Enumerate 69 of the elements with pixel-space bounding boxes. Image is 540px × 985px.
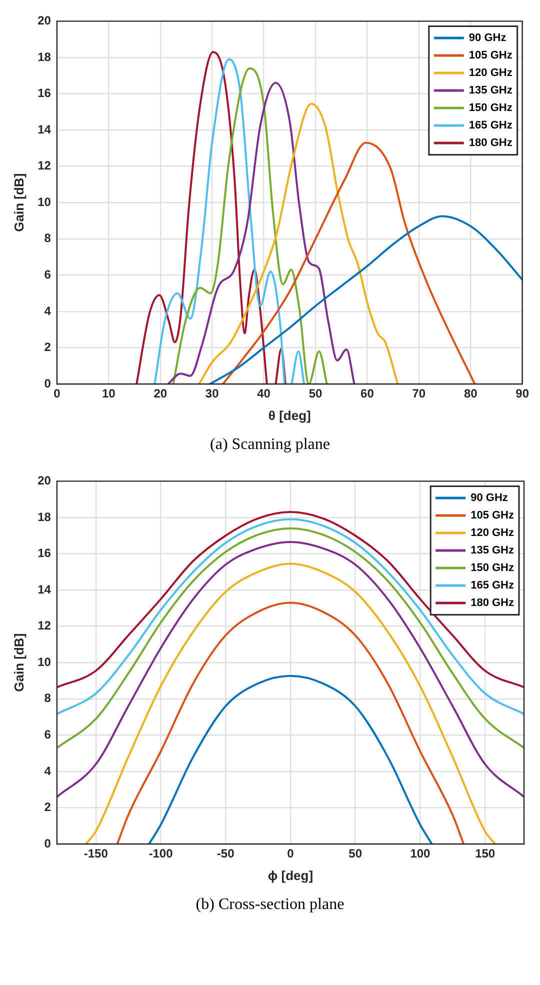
- legend-label: 165 GHz: [470, 579, 514, 592]
- line-series: [148, 674, 433, 844]
- y-tick-label: 16: [38, 86, 52, 100]
- x-tick-label: -100: [148, 846, 174, 861]
- legend-label: 105 GHz: [470, 509, 514, 522]
- y-tick-label: 4: [44, 764, 52, 778]
- x-tick-label: 90: [516, 386, 530, 401]
- y-tick-label: 18: [38, 510, 52, 524]
- y-tick-label: 0: [44, 836, 52, 850]
- y-tick-label: 2: [44, 340, 52, 354]
- x-tick-label: 20: [154, 386, 168, 401]
- y-tick-label: 8: [44, 231, 52, 246]
- line-series: [116, 602, 465, 844]
- line-series: [56, 518, 524, 715]
- legend-label: 180 GHz: [470, 596, 514, 609]
- x-axis-title: θ [deg]: [268, 408, 311, 423]
- y-tick-label: 8: [44, 691, 52, 706]
- legend-label: 90 GHz: [470, 492, 508, 504]
- line-series: [198, 102, 399, 384]
- y-tick-label: 6: [44, 267, 52, 282]
- line-series: [56, 540, 524, 798]
- legend-label: 180 GHz: [468, 136, 513, 149]
- y-tick-label: 4: [44, 304, 52, 318]
- x-tick-label: 80: [464, 386, 478, 401]
- legend-label: 150 GHz: [470, 562, 514, 574]
- text: (a) Scanning plane: [209, 436, 331, 454]
- line-series: [56, 511, 524, 688]
- y-axis-title: Gain [dB]: [11, 173, 26, 232]
- y-tick-label: 6: [44, 727, 52, 742]
- legend-label: 120 GHz: [470, 526, 514, 539]
- x-tick-label: 70: [412, 386, 426, 401]
- legend-label: 90 GHz: [468, 32, 507, 44]
- x-tick-label: 50: [308, 386, 322, 401]
- x-tick-label: 0: [287, 846, 294, 861]
- y-tick-label: 20: [38, 14, 52, 28]
- x-tick-label: 50: [348, 846, 362, 861]
- legend-label: 120 GHz: [468, 66, 513, 79]
- x-tick-label: -150: [84, 846, 108, 861]
- y-tick-label: 2: [44, 800, 52, 814]
- x-axis-title: ϕ [deg]: [268, 868, 314, 883]
- y-tick-label: 14: [38, 122, 52, 136]
- x-tick-label: -50: [216, 846, 235, 861]
- y-tick-label: 16: [38, 546, 52, 560]
- legend-label: 135 GHz: [470, 544, 514, 556]
- legend-label: 105 GHz: [468, 49, 513, 62]
- y-tick-label: 10: [38, 654, 52, 669]
- x-tick-label: 40: [257, 386, 271, 401]
- y-tick-label: 12: [38, 158, 52, 173]
- y-tick-label: 18: [38, 50, 52, 64]
- y-tick-label: 14: [38, 582, 52, 596]
- x-tick-label: 0: [54, 386, 61, 401]
- x-tick-label: 150: [475, 846, 496, 861]
- line-series: [167, 82, 356, 384]
- y-tick-label: 20: [38, 474, 52, 488]
- y-tick-label: 12: [38, 618, 52, 633]
- x-tick-label: 60: [360, 386, 374, 401]
- x-tick-label: 100: [410, 846, 431, 861]
- y-tick-label: 0: [44, 376, 52, 390]
- x-tick-label: 30: [205, 386, 220, 401]
- text: (b) Cross-section plane: [194, 896, 346, 914]
- line-series: [56, 527, 524, 749]
- x-tick-label: 10: [102, 386, 116, 401]
- legend-label: 165 GHz: [468, 119, 513, 132]
- line-series: [172, 67, 328, 384]
- legend-label: 135 GHz: [468, 84, 513, 96]
- line-series: [209, 215, 522, 384]
- y-tick-label: 10: [38, 194, 52, 209]
- legend-label: 150 GHz: [468, 102, 513, 114]
- y-axis-title: Gain [dB]: [11, 633, 26, 692]
